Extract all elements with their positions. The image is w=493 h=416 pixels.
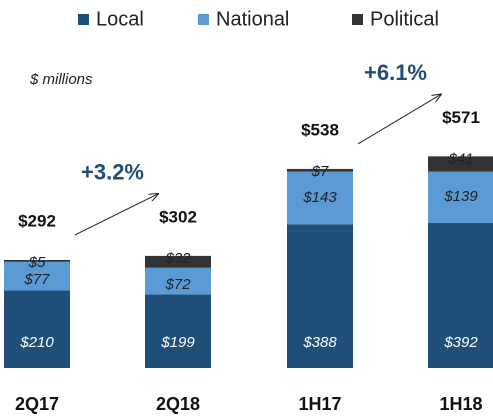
bar-segment xyxy=(145,294,211,368)
legend-label: National xyxy=(216,8,289,30)
segment-label: $199 xyxy=(160,334,195,351)
total-label: $302 xyxy=(159,207,197,226)
legend-swatch xyxy=(352,14,363,25)
total-label: $538 xyxy=(301,120,339,139)
total-label: $571 xyxy=(442,108,480,127)
bar-segment xyxy=(4,259,70,262)
growth-arrow xyxy=(357,94,441,145)
segment-label: $139 xyxy=(443,188,478,205)
bar-segment xyxy=(287,171,353,225)
legend-label: Local xyxy=(96,8,144,30)
segment-label: $77 xyxy=(23,271,50,288)
segment-label: $41 xyxy=(447,150,473,167)
bar-segment xyxy=(287,168,353,172)
x-tick-label: 2Q18 xyxy=(156,394,200,414)
segment-label: $392 xyxy=(443,334,478,351)
growth-arrow xyxy=(74,194,158,236)
legend-label: Political xyxy=(370,8,439,30)
bar-segment xyxy=(428,156,493,172)
bar-segment xyxy=(287,224,353,368)
segment-label: $72 xyxy=(164,276,191,293)
segment-label: $32 xyxy=(164,250,191,267)
legend-swatch xyxy=(78,14,89,25)
total-label: $292 xyxy=(18,211,56,230)
bar-segment xyxy=(4,290,70,368)
x-tick-label: 2Q17 xyxy=(15,394,59,414)
segment-label: $210 xyxy=(19,334,54,351)
segment-label: $5 xyxy=(28,254,46,271)
x-tick-label: 1H17 xyxy=(298,394,341,414)
legend-swatch xyxy=(198,14,209,25)
growth-label: +3.2% xyxy=(81,160,144,185)
x-tick-label: 1H18 xyxy=(439,394,482,414)
bar-segment xyxy=(145,267,211,295)
growth-label: +6.1% xyxy=(364,60,427,85)
segment-label: $143 xyxy=(302,189,337,206)
segment-label: $7 xyxy=(311,163,329,180)
bar-segment xyxy=(4,261,70,291)
bar-segment xyxy=(428,171,493,223)
bar-segment xyxy=(145,255,211,268)
bar-segment xyxy=(428,222,493,368)
segment-label: $388 xyxy=(302,334,337,351)
unit-label: $ millions xyxy=(29,71,93,88)
